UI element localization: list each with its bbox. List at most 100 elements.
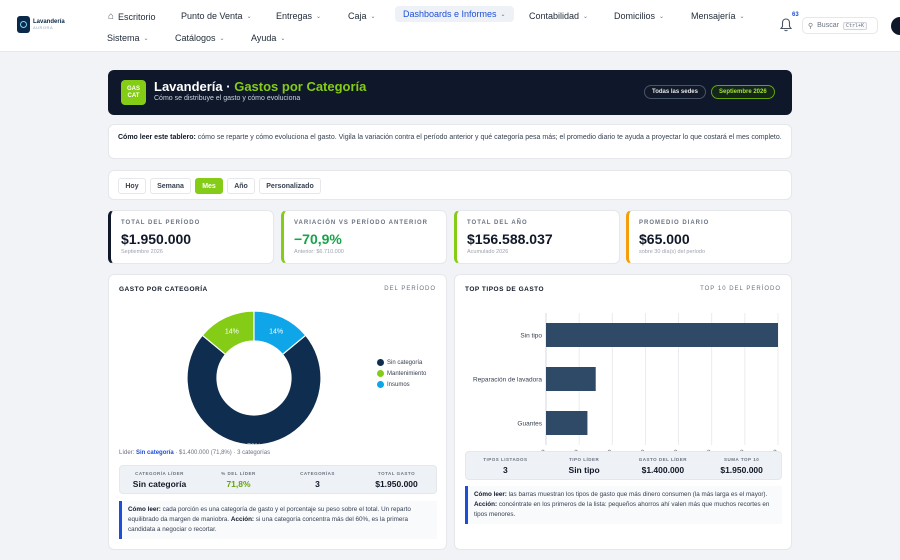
stat-item: Tipos listados 3 [466,452,545,479]
search-icon: ⚲ [808,22,814,30]
legend-item[interactable]: Insumos [377,381,426,388]
chevron-down-icon: ⌄ [370,13,376,20]
nav-label: Domicilios [614,11,656,21]
kpi-sub: Septiembre 2026 [121,249,163,255]
kpi-label: Total del año [467,220,528,226]
nav-catalogos[interactable]: Catálogos ⌄ [167,30,233,46]
avatar[interactable] [891,17,900,35]
filter-period[interactable]: Septiembre 2026 [711,85,775,99]
donut-chart: 72% 14% 14% [186,310,322,451]
stat-value: $1.950.000 [720,465,763,475]
search-label: Buscar [817,22,839,29]
chevron-down-icon: ⌄ [143,35,149,42]
leader-name: Sin categoría [136,450,174,456]
bar-sin-tipo[interactable] [546,323,778,347]
nav-label: Mensajería [691,11,736,21]
filter-sedes[interactable]: Todas las sedes [644,85,706,99]
leader-summary: Líder: Sin categoría · $1.400.000 (71,8%… [119,450,270,456]
bar-guantes[interactable] [546,411,588,435]
kpi-total-periodo: Total del período $1.950.000 Septiembre … [108,210,274,264]
nav-label: Ayuda [251,33,277,43]
bell-icon[interactable] [780,18,792,32]
donut-slice-sin-categoría[interactable] [186,334,322,446]
kpi-value: −70,9% [294,231,342,247]
kpi-value: $1.950.000 [121,231,192,247]
search-input[interactable]: ⚲ Buscar Ctrl+K [802,17,878,34]
stats-strip: Categoría líder Sin categoría % del líder… [119,465,437,494]
period-ano[interactable]: Año [227,178,255,194]
nav-dashboards[interactable]: Dashboards e Informes ⌄ [395,6,514,22]
panel-scope: Del período [384,286,436,292]
stat-item: Categoría líder Sin categoría [120,466,199,493]
slice-label: 14% [225,328,239,335]
howto-text: cada porción es una categoría de gasto y… [128,506,411,523]
nav-label: Entregas [276,11,313,21]
legend-label: Insumos [387,381,410,388]
nav-label: Sistema [107,33,140,43]
stat-label: Categoría líder [135,471,184,476]
stat-value: Sin tipo [568,465,600,475]
nav-entregas[interactable]: Entregas ⌄ [268,8,329,24]
stat-label: Categorías [300,471,335,476]
kpi-total-ano: Total del año $156.588.037 Acumulado 202… [454,210,620,264]
howto-text: las barras muestran los tipos de gasto q… [506,491,768,498]
title-prefix: Lavandería · [154,79,235,94]
y-category-label: Reparación de lavadora [473,377,542,384]
kpi-label: Total del período [121,220,201,226]
howto-action-text: concéntrate en los primeros de la lista:… [474,501,770,518]
chevron-down-icon: ⌄ [583,13,589,20]
period-mes[interactable]: Mes [195,178,223,194]
period-semana[interactable]: Semana [150,178,191,194]
kpi-sub: Acumulado 2026 [467,249,509,255]
chevron-down-icon: ⌄ [280,35,286,42]
howto-lead: Cómo leer: [474,491,507,498]
chevron-down-icon: ⌄ [316,13,322,20]
title-highlight: Gastos por Categoría [234,79,367,94]
y-category-label: Sin tipo [520,333,542,340]
nav-sistema[interactable]: Sistema ⌄ [99,30,157,46]
help-box: Cómo leer este tablero: cómo se reparte … [108,124,792,159]
home-icon: ⌂ [108,11,115,22]
bar-reparación-de-lavadora[interactable] [546,367,596,391]
nav-mensajeria[interactable]: Mensajería ⌄ [683,8,753,24]
stat-label: % del líder [221,471,256,476]
legend-swatch [377,370,384,377]
page-subtitle: Cómo se distribuye el gasto y cómo evolu… [154,95,301,102]
nav-ayuda[interactable]: Ayuda ⌄ [243,30,293,46]
chevron-down-icon: ⌄ [739,13,745,20]
legend-swatch [377,359,384,366]
stat-label: Total gasto [377,471,416,476]
nav-label: Escritorio [118,11,156,22]
nav-caja[interactable]: Caja ⌄ [340,8,384,24]
legend-item[interactable]: Sin categoría [377,359,426,366]
period-hoy[interactable]: Hoy [118,178,146,194]
brand-logo[interactable]: Lavandería AURORA [17,16,65,33]
period-personalizado[interactable]: Personalizado [259,178,321,194]
donut-slice-insumos[interactable] [253,310,307,356]
brand-tagline: AURORA [33,25,54,30]
badge-line-2: CAT [127,92,140,99]
nav-punto-de-venta[interactable]: Punto de Venta ⌄ [173,8,260,24]
stat-label: Tipo líder [568,457,600,462]
nav-domicilios[interactable]: Domicilios ⌄ [606,8,672,24]
legend-item[interactable]: Mantenimiento [377,370,426,377]
panel-scope: Top 10 del período [700,286,781,292]
nav-escritorio[interactable]: ⌂ Escritorio [100,8,164,25]
panel-title: TOP TIPOS DE GASTO [465,286,545,293]
search-shortcut: Ctrl+K [842,21,867,30]
period-selector: Hoy Semana Mes Año Personalizado [108,170,792,200]
kpi-sub: sobre 30 día(s) del período [639,249,706,255]
stat-item: Suma top 10 $1.950.000 [702,452,781,479]
stats-strip: Tipos listados 3 Tipo líder Sin tipo Gasto… [465,451,782,480]
kpi-label: Promedio diario [639,220,710,226]
kpi-variacion: Variación vs período anterior −70,9% Ant… [281,210,447,264]
nav-contabilidad[interactable]: Contabilidad ⌄ [521,8,596,24]
kpi-value: $65.000 [639,231,690,247]
nav-label: Caja [348,11,367,21]
nav-label: Punto de Venta [181,11,243,21]
panel-title: GASTO POR CATEGORÍA [119,286,208,293]
chevron-down-icon: ⌄ [219,35,225,42]
panel-top-tipos: TOP TIPOS DE GASTO Top 10 del período $0… [454,274,792,550]
stat-label: Tipos listados [483,457,528,462]
howto-action-text: si una categoría concentra más del 60%, … [128,516,409,533]
